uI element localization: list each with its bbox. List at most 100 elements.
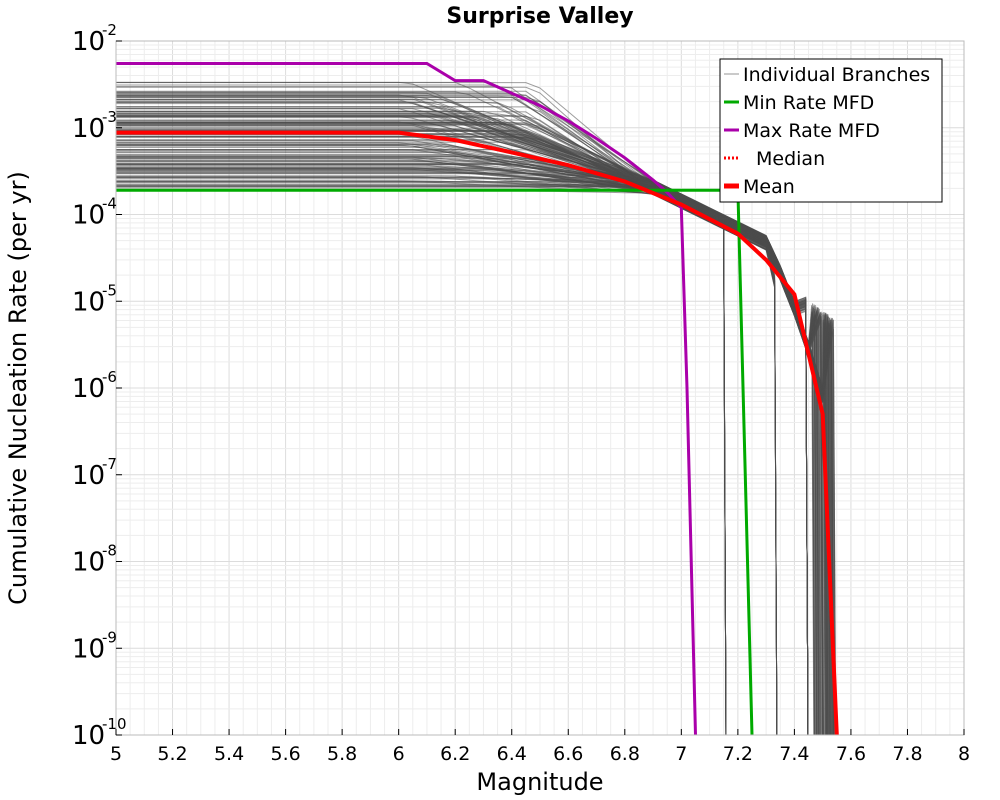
- branch-line: [116, 160, 809, 735]
- branch-line: [116, 98, 809, 735]
- branch-line: [116, 182, 778, 735]
- legend-label: Min Rate MFD: [743, 92, 874, 114]
- branch-line: [116, 184, 816, 735]
- branch-line: [116, 141, 828, 735]
- branch-line: [116, 175, 727, 735]
- y-tick-label: 10: [72, 114, 105, 144]
- individual-branches: [116, 81, 837, 735]
- branch-line: [116, 171, 809, 735]
- branch-line: [116, 149, 727, 735]
- y-axis-label: Cumulative Nucleation Rate (per yr): [4, 171, 32, 605]
- branch-line: [116, 188, 727, 735]
- branch-line: [116, 112, 827, 735]
- branch-line: [116, 140, 809, 735]
- branch-line: [116, 158, 727, 735]
- branch-line: [116, 180, 727, 735]
- branch-line: [116, 165, 809, 735]
- branch-line: [116, 167, 809, 735]
- branch-line: [116, 114, 825, 735]
- branch-line: [116, 96, 809, 735]
- x-tick-label: 6.8: [610, 743, 640, 765]
- legend-label: Max Rate MFD: [743, 120, 880, 142]
- branch-line: [116, 168, 829, 735]
- branch-line: [116, 124, 727, 735]
- y-tick-exponent: -3: [102, 108, 117, 126]
- branch-line: [116, 175, 835, 735]
- branch-line: [116, 108, 819, 735]
- y-tick-label: 10: [72, 721, 105, 751]
- y-tick-exponent: -7: [102, 455, 117, 473]
- y-tick-label: 10: [72, 287, 105, 317]
- x-tick-label: 5.6: [270, 743, 300, 765]
- branch-line: [116, 170, 809, 735]
- branch-line: [116, 145, 836, 735]
- mean-line: [116, 130, 839, 735]
- x-tick-label: 7.6: [836, 743, 866, 765]
- y-tick-exponent: -5: [102, 281, 117, 299]
- branch-line: [116, 125, 834, 735]
- chart-title: Surprise Valley: [446, 4, 633, 29]
- branch-line: [116, 150, 826, 735]
- legend-label: Median: [756, 148, 825, 170]
- y-tick-label: 10: [72, 201, 105, 231]
- branch-line: [116, 108, 836, 735]
- branch-line: [116, 177, 828, 735]
- x-tick-label: 6.6: [553, 743, 583, 765]
- y-tick-label: 10: [72, 27, 105, 57]
- x-tick-label: 5.2: [157, 743, 187, 765]
- x-tick-label: 5.4: [214, 743, 244, 765]
- x-tick-label: 6.4: [497, 743, 527, 765]
- branch-line: [116, 155, 809, 735]
- branch-line: [116, 166, 727, 735]
- x-tick-label: 6: [393, 743, 405, 765]
- y-tick-exponent: -10: [102, 715, 127, 733]
- branch-line: [116, 139, 727, 735]
- x-tick-label: 7.2: [723, 743, 753, 765]
- branch-line: [116, 115, 828, 735]
- x-tick-label: 5.8: [327, 743, 357, 765]
- main-series: [116, 62, 839, 735]
- branch-line: [116, 107, 727, 735]
- x-tick-label: 8: [958, 743, 970, 765]
- branch-line: [116, 95, 809, 735]
- branch-line: [116, 169, 826, 735]
- branch-line: [116, 171, 819, 735]
- branch-line: [116, 106, 809, 735]
- branch-line: [116, 158, 809, 735]
- branch-line: [116, 95, 818, 735]
- branch-line: [116, 168, 818, 735]
- legend-label: Individual Branches: [743, 64, 930, 86]
- x-tick-label: 7.8: [892, 743, 922, 765]
- branch-line: [116, 177, 727, 735]
- branch-line: [116, 164, 823, 735]
- branch-line: [116, 142, 837, 735]
- branch-line: [116, 160, 809, 735]
- min-rate-mfd-line: [116, 188, 754, 735]
- branch-line: [116, 98, 820, 735]
- branch-line: [116, 136, 727, 735]
- branch-line: [116, 176, 809, 735]
- x-axis-ticks: 5 5.2 5.4 5.6 5.8 6 6.2 6.4 6.6 6.8 7 7.2 7.4 7.6 7.8 8: [110, 729, 970, 765]
- y-tick-label: 10: [72, 374, 105, 404]
- y-tick-exponent: -9: [102, 628, 117, 646]
- x-axis-label: Magnitude: [476, 768, 603, 796]
- x-tick-label: 5: [110, 743, 122, 765]
- branch-line: [116, 172, 809, 735]
- branch-line: [116, 169, 827, 735]
- branch-line: [116, 122, 835, 735]
- branch-line: [116, 101, 727, 735]
- y-tick-label: 10: [72, 634, 105, 664]
- branch-line: [116, 189, 727, 735]
- branch-line: [116, 99, 809, 735]
- x-tick-label: 6.2: [440, 743, 470, 765]
- x-tick-label: 7.4: [779, 743, 809, 765]
- branch-line: [116, 177, 727, 735]
- branch-line: [116, 144, 837, 735]
- branch-line: [116, 145, 809, 735]
- branch-line: [116, 122, 836, 735]
- legend: Individual Branches Min Rate MFD Max Rate …: [719, 58, 943, 203]
- y-tick-exponent: -6: [102, 368, 117, 386]
- y-tick-label: 10: [72, 548, 105, 578]
- branch-line: [116, 143, 831, 735]
